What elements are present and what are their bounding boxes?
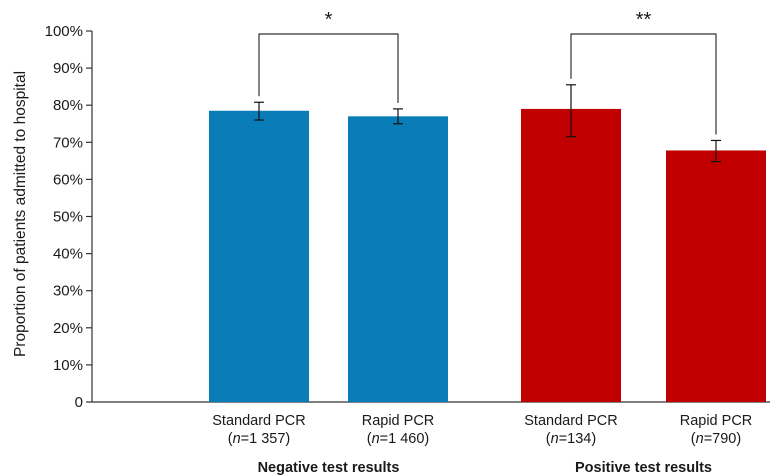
significance-bracket xyxy=(258,33,399,103)
y-axis-title: Proportion of patients admitted to hospi… xyxy=(12,71,29,357)
y-tick-label: 30% xyxy=(53,283,83,300)
axes: 0 10% 20% 30% 40% 50% 60% 70% 80% 90% 100% xyxy=(45,23,770,411)
bar-category-label: Rapid PCR xyxy=(680,413,753,429)
group-label: Positive test results xyxy=(575,460,712,476)
bar xyxy=(209,110,309,402)
bar xyxy=(521,108,621,402)
bar-sample-size-label: (n=790) xyxy=(691,431,741,447)
y-tick-label: 20% xyxy=(53,320,83,337)
y-tick-label: 80% xyxy=(53,97,83,114)
bars xyxy=(209,33,766,402)
bar xyxy=(348,116,448,402)
significance-marker: ** xyxy=(636,9,652,31)
bar xyxy=(666,150,766,402)
y-tick-label: 100% xyxy=(45,23,83,40)
y-tick-label: 90% xyxy=(53,60,83,77)
y-tick-label: 40% xyxy=(53,246,83,263)
significance-marker: * xyxy=(325,9,333,31)
y-tick-label: 50% xyxy=(53,209,83,226)
significance-bracket xyxy=(570,33,717,135)
y-tick-label: 10% xyxy=(53,357,83,374)
bar-sample-size-label: (n=1 357) xyxy=(228,431,291,447)
bar-category-label: Standard PCR xyxy=(212,413,306,429)
y-tick-label: 0 xyxy=(75,394,83,411)
bar-sample-size-label: (n=1 460) xyxy=(367,431,430,447)
y-tick-label: 70% xyxy=(53,134,83,151)
labels: Standard PCR (n=1 357) Rapid PCR (n=1 460) N… xyxy=(212,9,752,476)
bar-category-label: Standard PCR xyxy=(524,413,618,429)
y-tick-label: 60% xyxy=(53,171,83,188)
bar-sample-size-label: (n=134) xyxy=(546,431,596,447)
bar-category-label: Rapid PCR xyxy=(362,413,435,429)
group-label: Negative test results xyxy=(258,460,400,476)
